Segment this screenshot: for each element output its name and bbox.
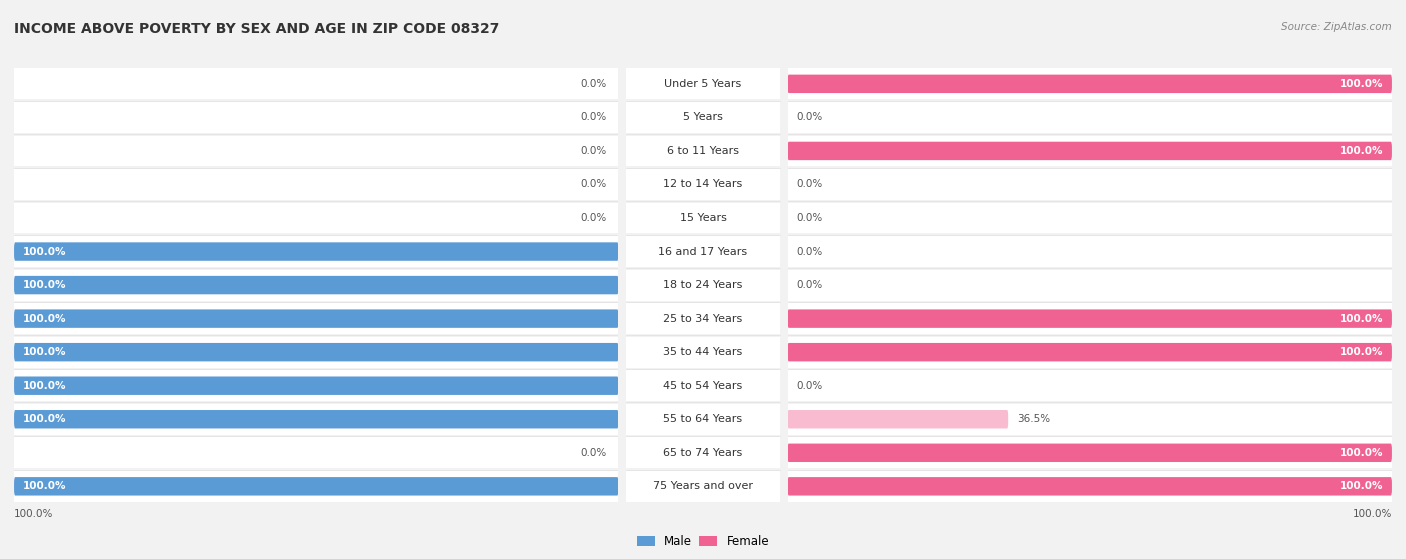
Text: 5 Years: 5 Years — [683, 112, 723, 122]
Text: 100.0%: 100.0% — [1340, 448, 1384, 458]
FancyBboxPatch shape — [626, 135, 780, 167]
FancyBboxPatch shape — [14, 337, 619, 368]
FancyBboxPatch shape — [14, 370, 619, 401]
FancyBboxPatch shape — [626, 370, 780, 401]
Text: 100.0%: 100.0% — [22, 247, 66, 257]
FancyBboxPatch shape — [626, 236, 780, 267]
FancyBboxPatch shape — [14, 343, 619, 361]
Text: 0.0%: 0.0% — [581, 213, 606, 223]
FancyBboxPatch shape — [787, 303, 1392, 334]
FancyBboxPatch shape — [787, 444, 1392, 462]
FancyBboxPatch shape — [787, 410, 1008, 428]
FancyBboxPatch shape — [787, 135, 1392, 167]
Text: INCOME ABOVE POVERTY BY SEX AND AGE IN ZIP CODE 08327: INCOME ABOVE POVERTY BY SEX AND AGE IN Z… — [14, 22, 499, 36]
FancyBboxPatch shape — [787, 74, 1392, 93]
Text: 35 to 44 Years: 35 to 44 Years — [664, 347, 742, 357]
FancyBboxPatch shape — [787, 169, 1392, 200]
Text: 15 Years: 15 Years — [679, 213, 727, 223]
Text: 0.0%: 0.0% — [797, 247, 823, 257]
FancyBboxPatch shape — [787, 269, 1392, 301]
FancyBboxPatch shape — [626, 102, 780, 133]
Text: 100.0%: 100.0% — [1340, 314, 1384, 324]
Text: 0.0%: 0.0% — [797, 179, 823, 190]
FancyBboxPatch shape — [787, 471, 1392, 502]
FancyBboxPatch shape — [14, 102, 619, 133]
FancyBboxPatch shape — [14, 437, 619, 468]
Text: 0.0%: 0.0% — [797, 112, 823, 122]
Text: 100.0%: 100.0% — [1340, 347, 1384, 357]
FancyBboxPatch shape — [626, 303, 780, 334]
Text: 100.0%: 100.0% — [1353, 509, 1392, 519]
Text: 36.5%: 36.5% — [1018, 414, 1050, 424]
Text: 45 to 54 Years: 45 to 54 Years — [664, 381, 742, 391]
Text: 100.0%: 100.0% — [22, 381, 66, 391]
Text: 100.0%: 100.0% — [14, 509, 53, 519]
FancyBboxPatch shape — [14, 269, 619, 301]
FancyBboxPatch shape — [14, 404, 619, 435]
FancyBboxPatch shape — [787, 236, 1392, 267]
Text: 12 to 14 Years: 12 to 14 Years — [664, 179, 742, 190]
Text: Under 5 Years: Under 5 Years — [665, 79, 741, 89]
Text: 0.0%: 0.0% — [581, 448, 606, 458]
FancyBboxPatch shape — [787, 437, 1392, 468]
FancyBboxPatch shape — [787, 310, 1392, 328]
FancyBboxPatch shape — [14, 169, 619, 200]
FancyBboxPatch shape — [14, 276, 619, 294]
Text: 100.0%: 100.0% — [1340, 481, 1384, 491]
Text: 0.0%: 0.0% — [581, 79, 606, 89]
FancyBboxPatch shape — [626, 437, 780, 468]
FancyBboxPatch shape — [787, 141, 1392, 160]
Text: 0.0%: 0.0% — [581, 112, 606, 122]
Text: 0.0%: 0.0% — [581, 179, 606, 190]
FancyBboxPatch shape — [14, 68, 619, 100]
FancyBboxPatch shape — [626, 404, 780, 435]
FancyBboxPatch shape — [14, 303, 619, 334]
FancyBboxPatch shape — [14, 377, 619, 395]
Text: 65 to 74 Years: 65 to 74 Years — [664, 448, 742, 458]
FancyBboxPatch shape — [14, 471, 619, 502]
FancyBboxPatch shape — [787, 343, 1392, 361]
Text: 0.0%: 0.0% — [797, 381, 823, 391]
FancyBboxPatch shape — [14, 236, 619, 267]
FancyBboxPatch shape — [787, 370, 1392, 401]
Text: 100.0%: 100.0% — [22, 314, 66, 324]
Text: Source: ZipAtlas.com: Source: ZipAtlas.com — [1281, 22, 1392, 32]
FancyBboxPatch shape — [787, 68, 1392, 100]
FancyBboxPatch shape — [787, 337, 1392, 368]
Legend: Male, Female: Male, Female — [633, 530, 773, 553]
Text: 6 to 11 Years: 6 to 11 Years — [666, 146, 740, 156]
FancyBboxPatch shape — [787, 102, 1392, 133]
FancyBboxPatch shape — [626, 471, 780, 502]
FancyBboxPatch shape — [14, 410, 619, 428]
FancyBboxPatch shape — [626, 169, 780, 200]
FancyBboxPatch shape — [14, 243, 619, 260]
FancyBboxPatch shape — [626, 269, 780, 301]
FancyBboxPatch shape — [626, 202, 780, 234]
Text: 55 to 64 Years: 55 to 64 Years — [664, 414, 742, 424]
FancyBboxPatch shape — [787, 404, 1392, 435]
FancyBboxPatch shape — [14, 135, 619, 167]
FancyBboxPatch shape — [14, 477, 619, 496]
FancyBboxPatch shape — [787, 202, 1392, 234]
Text: 25 to 34 Years: 25 to 34 Years — [664, 314, 742, 324]
Text: 0.0%: 0.0% — [581, 146, 606, 156]
FancyBboxPatch shape — [626, 68, 780, 100]
Text: 18 to 24 Years: 18 to 24 Years — [664, 280, 742, 290]
FancyBboxPatch shape — [14, 202, 619, 234]
Text: 100.0%: 100.0% — [22, 481, 66, 491]
FancyBboxPatch shape — [14, 310, 619, 328]
Text: 100.0%: 100.0% — [22, 347, 66, 357]
FancyBboxPatch shape — [787, 477, 1392, 496]
Text: 0.0%: 0.0% — [797, 213, 823, 223]
Text: 100.0%: 100.0% — [1340, 79, 1384, 89]
Text: 100.0%: 100.0% — [22, 280, 66, 290]
Text: 0.0%: 0.0% — [797, 280, 823, 290]
Text: 16 and 17 Years: 16 and 17 Years — [658, 247, 748, 257]
Text: 100.0%: 100.0% — [1340, 146, 1384, 156]
Text: 75 Years and over: 75 Years and over — [652, 481, 754, 491]
FancyBboxPatch shape — [626, 337, 780, 368]
Text: 100.0%: 100.0% — [22, 414, 66, 424]
